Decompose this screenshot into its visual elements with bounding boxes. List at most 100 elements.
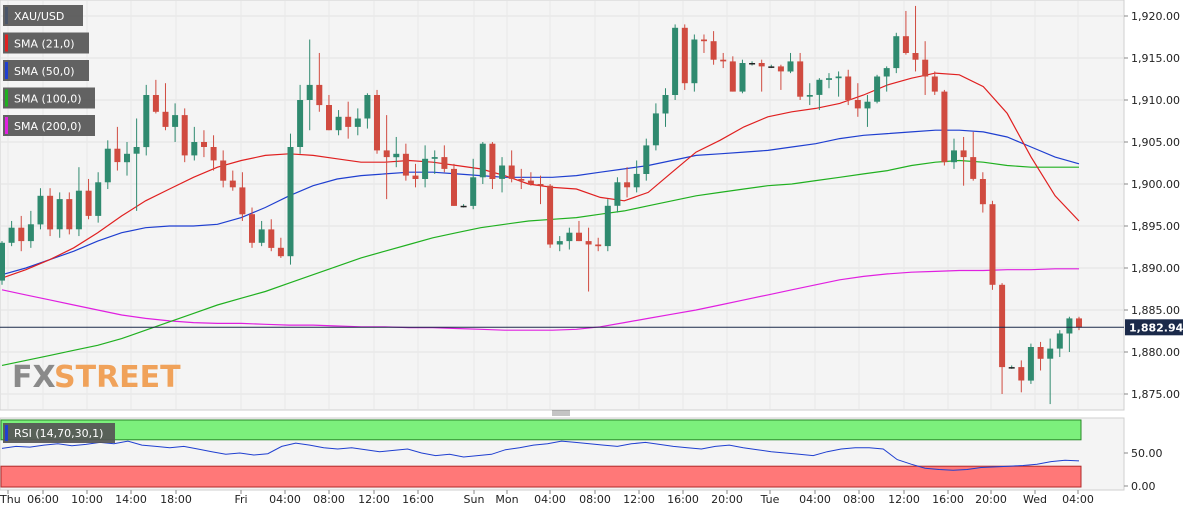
time-tick-label: 08:00 bbox=[313, 493, 345, 506]
legend-color-swatch bbox=[5, 89, 8, 107]
candle bbox=[710, 31, 717, 65]
candle bbox=[393, 136, 400, 168]
candle bbox=[777, 64, 784, 90]
candle-body bbox=[652, 113, 659, 146]
legend-label: XAU/USD bbox=[14, 10, 64, 23]
legend-color-swatch bbox=[5, 117, 8, 134]
time-tick-label: 04:00 bbox=[1062, 493, 1094, 506]
time-tick-label: 16:00 bbox=[402, 493, 434, 506]
candle bbox=[364, 93, 371, 129]
candle-body bbox=[306, 84, 313, 100]
candle-body bbox=[287, 147, 294, 257]
legend-item[interactable]: SMA (21,0) bbox=[3, 32, 89, 54]
legend-item[interactable]: XAU/USD bbox=[3, 5, 83, 26]
candle-body bbox=[883, 68, 890, 77]
price-tick-label: 1,910.00 bbox=[1131, 94, 1180, 107]
candle-body bbox=[201, 142, 207, 147]
candle bbox=[1047, 338, 1054, 405]
candle bbox=[576, 220, 582, 242]
candle-body bbox=[499, 165, 506, 179]
candle bbox=[1008, 365, 1015, 369]
candle-body bbox=[999, 284, 1006, 368]
candlesticks bbox=[0, 5, 1082, 405]
candle bbox=[441, 145, 448, 173]
candle bbox=[489, 142, 496, 190]
candle bbox=[326, 94, 332, 131]
candle bbox=[316, 52, 323, 112]
candle bbox=[1056, 330, 1063, 358]
candle-body bbox=[326, 105, 332, 131]
candle-body bbox=[970, 157, 977, 179]
rsi-legend[interactable]: RSI (14,70,30,1) bbox=[3, 423, 115, 443]
candle bbox=[124, 142, 130, 176]
candle bbox=[499, 157, 506, 193]
candle bbox=[624, 167, 631, 198]
candle-body bbox=[633, 173, 640, 188]
candle-body bbox=[537, 184, 544, 186]
legend-item[interactable]: SMA (200,0) bbox=[3, 115, 95, 136]
candle-body bbox=[143, 95, 150, 148]
time-tick-label: Tue bbox=[760, 493, 780, 506]
candle-body bbox=[691, 39, 698, 84]
candle-body bbox=[614, 182, 621, 206]
time-tick-label: 08:00 bbox=[843, 493, 875, 506]
candle-body bbox=[133, 147, 140, 154]
candle bbox=[268, 219, 275, 252]
candle-body bbox=[431, 157, 438, 159]
candle bbox=[306, 39, 313, 131]
candle bbox=[672, 24, 679, 100]
candle bbox=[95, 172, 102, 223]
legend-color-swatch bbox=[5, 62, 8, 79]
candle-body bbox=[845, 76, 852, 100]
candle-body bbox=[749, 63, 756, 65]
legend-box bbox=[3, 115, 95, 136]
candle bbox=[758, 59, 765, 92]
legend-label: SMA (200,0) bbox=[14, 120, 82, 133]
candle-body bbox=[710, 41, 717, 60]
legend-item[interactable]: SMA (100,0) bbox=[3, 87, 95, 109]
candle bbox=[931, 71, 938, 95]
candle bbox=[191, 126, 198, 161]
price-tick-label: 1,915.00 bbox=[1131, 52, 1180, 65]
candle-body bbox=[239, 187, 246, 215]
time-tick-label: Thu bbox=[0, 493, 21, 506]
candle bbox=[912, 5, 919, 72]
candle-body bbox=[1037, 347, 1044, 359]
time-tick-label: Mon bbox=[495, 493, 518, 506]
candle-body bbox=[345, 116, 352, 127]
price-tick-label: 1,905.00 bbox=[1131, 136, 1180, 149]
candle bbox=[210, 135, 217, 171]
candle-body bbox=[354, 118, 361, 127]
main-pane-background bbox=[0, 0, 1125, 411]
pane-resize-handle[interactable] bbox=[552, 410, 570, 416]
candle-body bbox=[941, 91, 948, 163]
candle-body bbox=[922, 59, 929, 77]
candle-body bbox=[604, 205, 611, 247]
rsi-line bbox=[1, 440, 1080, 471]
sma-100-line bbox=[1, 159, 1079, 366]
candle-body bbox=[1066, 318, 1073, 334]
candle-body bbox=[191, 142, 198, 156]
rsi-overbought-zone bbox=[0, 419, 1082, 441]
candle-body bbox=[479, 143, 486, 178]
candle bbox=[287, 133, 294, 265]
candle-body bbox=[729, 61, 736, 92]
candle bbox=[864, 94, 871, 127]
candle-body bbox=[412, 175, 419, 179]
candle bbox=[902, 10, 909, 55]
candle bbox=[152, 79, 159, 114]
candle bbox=[739, 59, 746, 94]
candle-body bbox=[556, 241, 563, 245]
candle bbox=[585, 227, 592, 292]
candle-body bbox=[787, 61, 794, 72]
rsi-tick-label: 50.00 bbox=[1131, 447, 1163, 460]
candle bbox=[431, 150, 438, 174]
candle-body bbox=[85, 190, 92, 216]
candle bbox=[258, 220, 265, 247]
candle-body bbox=[989, 204, 996, 285]
candle bbox=[277, 237, 284, 258]
candle bbox=[383, 115, 390, 200]
legend-item[interactable]: SMA (50,0) bbox=[3, 60, 89, 81]
candle bbox=[845, 69, 852, 106]
